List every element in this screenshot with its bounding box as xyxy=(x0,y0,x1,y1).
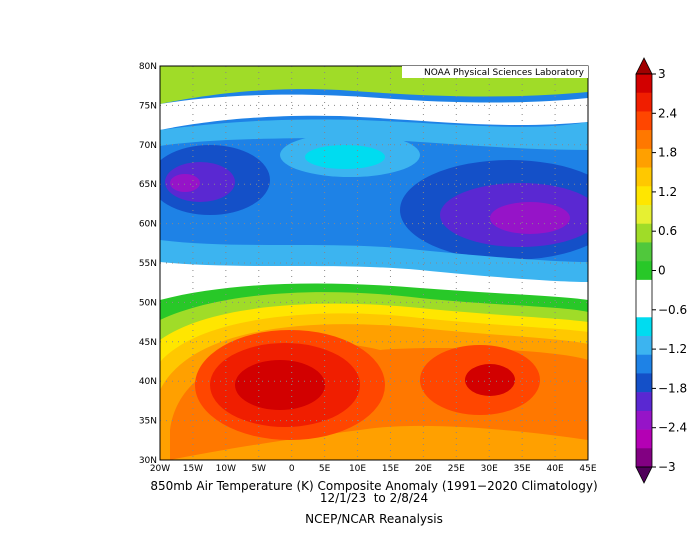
credit-box xyxy=(402,66,588,78)
colorbar-swatch xyxy=(636,167,652,187)
lat-label: 75N xyxy=(139,101,157,111)
colorbar-label: −0.6 xyxy=(658,303,687,317)
colorbar-swatch xyxy=(636,186,652,206)
title: 850mb Air Temperature (K) Composite Anom… xyxy=(150,479,597,493)
colorbar-swatch xyxy=(636,354,652,374)
colorbar-swatch xyxy=(636,429,652,449)
lon-label: 25E xyxy=(448,464,465,474)
lon-label: 15W xyxy=(183,464,203,474)
colorbar-swatch xyxy=(636,205,652,225)
graticule: 20W 15W 10W 5W 0 5E 10E 15E 20E 25E 30E 35E 40E 45E 30… xyxy=(139,62,597,474)
colorbar-swatch xyxy=(636,148,652,168)
colorbar-swatch xyxy=(636,242,652,262)
source: NCEP/NCAR Reanalysis xyxy=(305,512,443,526)
colorbar-label: −1.2 xyxy=(658,342,687,356)
anomaly-field xyxy=(160,66,588,460)
lat-label: 55N xyxy=(139,259,157,269)
colorbar-swatch xyxy=(636,392,652,412)
colorbar-swatch xyxy=(636,448,652,468)
lon-label: 10E xyxy=(349,464,366,474)
lat-label: 65N xyxy=(139,180,157,190)
lat-label: 35N xyxy=(139,417,157,427)
colorbar-swatch xyxy=(636,410,652,430)
lat-label: 80N xyxy=(139,62,157,72)
colorbar-label: 0 xyxy=(658,264,666,278)
colorbar-swatch xyxy=(636,223,652,243)
credit: NOAA Physical Sciences Laboratory xyxy=(424,68,585,78)
colorbar-swatch xyxy=(636,111,652,131)
lon-label: 30E xyxy=(481,464,498,474)
lon-label: 20W xyxy=(150,464,170,474)
lon-label: 15E xyxy=(382,464,399,474)
colorbar-swatch xyxy=(636,130,652,150)
lat-label: 45N xyxy=(139,338,157,348)
colorbar-label: −1.8 xyxy=(658,381,687,395)
map-frame xyxy=(159,65,589,461)
colorbar-bottom xyxy=(635,466,653,484)
lon-label: 20E xyxy=(415,464,432,474)
lat-label: 50N xyxy=(139,298,157,308)
colorbar-swatch xyxy=(636,279,652,299)
lon-label: 0 xyxy=(289,464,295,474)
colorbar-label: 1.2 xyxy=(658,185,677,199)
colorbar-label: 2.4 xyxy=(658,106,677,120)
colorbar-top xyxy=(635,57,653,75)
colorbar-swatch xyxy=(636,336,652,356)
colorbar-swatch xyxy=(636,261,652,281)
lat-label: 30N xyxy=(139,456,157,466)
dates: 12/1/23 to 2/8/24 xyxy=(320,491,428,505)
colorbar-label: 0.6 xyxy=(658,224,677,238)
lon-label: 45E xyxy=(579,464,596,474)
lon-label: 40E xyxy=(547,464,564,474)
lat-label: 40N xyxy=(139,377,157,387)
lat-label: 60N xyxy=(139,220,157,230)
colorbar-swatch xyxy=(636,298,652,318)
lon-label: 35E xyxy=(514,464,531,474)
colorbar-swatch xyxy=(636,74,652,94)
lon-label: 5E xyxy=(319,464,331,474)
lat-label: 70N xyxy=(139,141,157,151)
colorbar-label: −3 xyxy=(658,460,676,474)
lon-label: 10W xyxy=(216,464,236,474)
colorbar: 3 2.4 1.8 1.2 0.6 0 −0.6 −1.2 −1.8 −2.4 −3 xyxy=(635,57,687,484)
colorbar-swatch xyxy=(636,373,652,393)
colorbar-swatch xyxy=(636,317,652,337)
colorbar-label: 3 xyxy=(658,67,666,81)
colorbar-label: −2.4 xyxy=(658,421,687,435)
lon-label: 5W xyxy=(251,464,266,474)
colorbar-swatch xyxy=(636,92,652,112)
colorbar-label: 1.8 xyxy=(658,146,677,160)
